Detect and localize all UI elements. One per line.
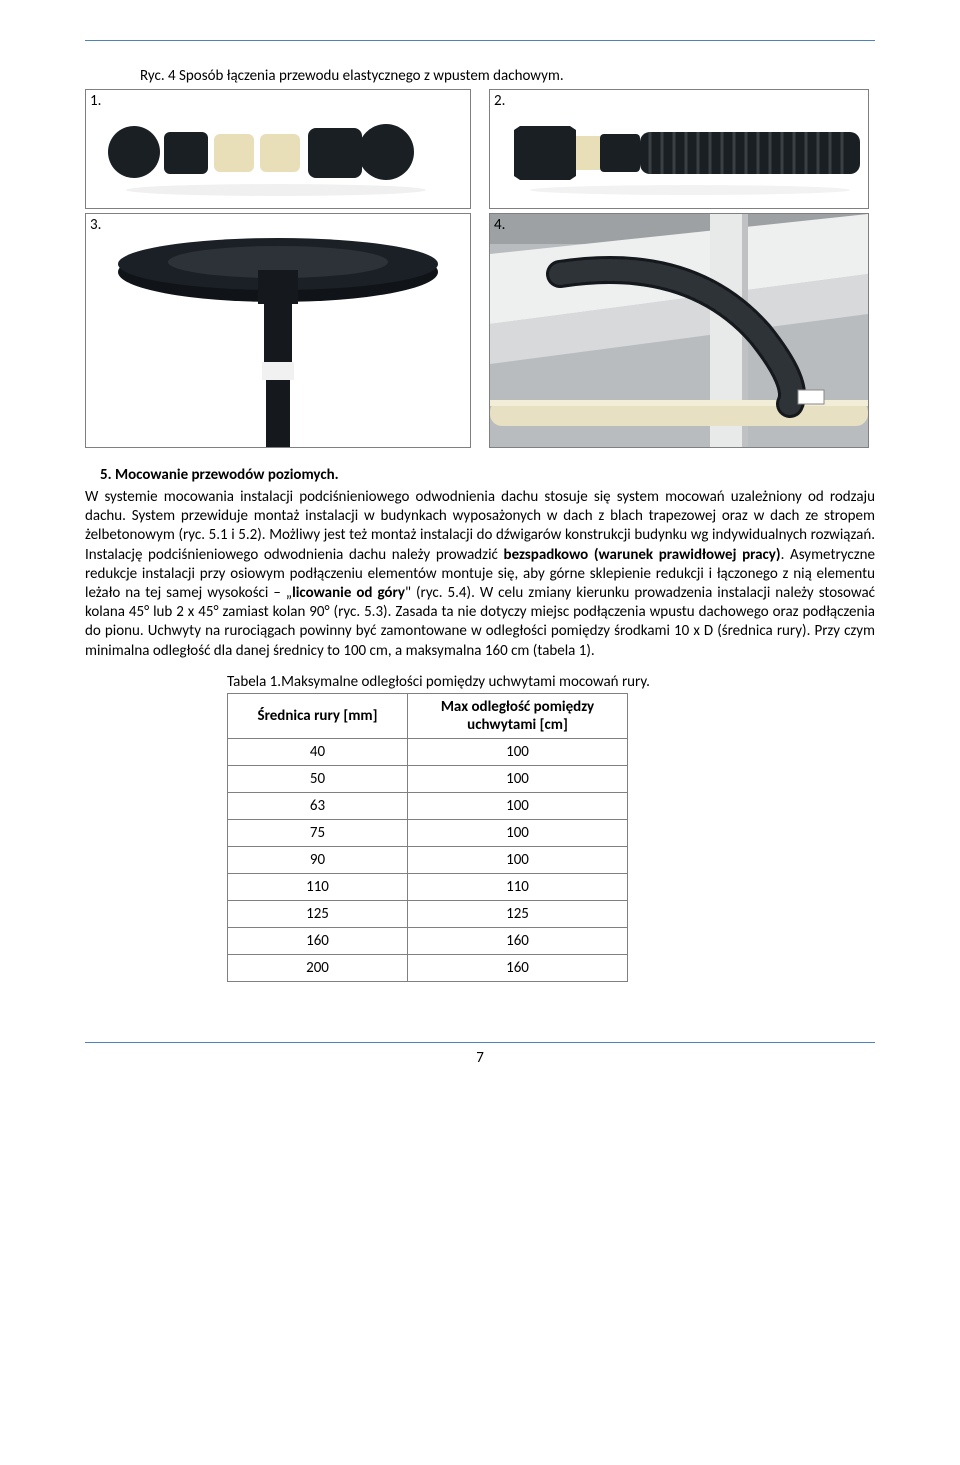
panel-number: 3.	[90, 216, 101, 234]
figure-row-2: 3. 4.	[85, 213, 875, 448]
figure-panel-3: 3.	[85, 213, 471, 448]
table-cell: 100	[408, 765, 628, 792]
top-rule	[85, 40, 875, 41]
table-header: Średnica rury [mm]	[228, 693, 408, 738]
figure-panel-2: 2.	[489, 89, 869, 209]
table-cell: 63	[228, 792, 408, 819]
footer-rule	[85, 1042, 875, 1043]
table-cell: 100	[408, 819, 628, 846]
table-row: 90100	[228, 846, 628, 873]
table-cell: 75	[228, 819, 408, 846]
section-heading: 5. Mocowanie przewodów poziomych.	[85, 466, 875, 484]
panel-number: 1.	[90, 92, 101, 110]
table-row: 75100	[228, 819, 628, 846]
figure-row-1: 1. 2.	[85, 89, 875, 209]
figure-panel-4: 4.	[489, 213, 869, 448]
body-paragraph: W systemie mocowania instalacji podciśni…	[85, 488, 875, 661]
roof-drain-funnel-icon	[86, 214, 470, 447]
fittings-exploded-icon	[86, 90, 470, 208]
table-cell: 125	[408, 900, 628, 927]
figure-panel-1: 1.	[85, 89, 471, 209]
table-row: 125125	[228, 900, 628, 927]
panel-number: 2.	[494, 92, 505, 110]
table-cell: 90	[228, 846, 408, 873]
figure-caption: Ryc. 4 Sposób łączenia przewodu elastycz…	[85, 67, 875, 85]
table-cell: 125	[228, 900, 408, 927]
table-cell: 50	[228, 765, 408, 792]
table-cell: 40	[228, 738, 408, 765]
table-row: 40100	[228, 738, 628, 765]
table-caption: Tabela 1.Maksymalne odległości pomiędzy …	[85, 673, 875, 691]
page-footer: 7	[85, 1042, 875, 1067]
table-cell: 160	[408, 927, 628, 954]
table-header-text: Max odległość pomiędzyuchwytami [cm]	[441, 698, 594, 734]
panel-number: 4.	[494, 216, 505, 234]
table-row: 63100	[228, 792, 628, 819]
table-row: 50100	[228, 765, 628, 792]
flex-hose-assembled-icon	[490, 90, 868, 208]
table-row: 200160	[228, 954, 628, 981]
page-number: 7	[85, 1049, 875, 1067]
installed-hose-photo-icon	[490, 214, 868, 447]
table-cell: 100	[408, 846, 628, 873]
table-row: 110110	[228, 873, 628, 900]
table-cell: 160	[408, 954, 628, 981]
table-cell: 110	[228, 873, 408, 900]
table-cell: 200	[228, 954, 408, 981]
spacing-table: Średnica rury [mm] Max odległość pomiędz…	[227, 693, 628, 982]
table-cell: 160	[228, 927, 408, 954]
table-cell: 100	[408, 738, 628, 765]
table-row: 160160	[228, 927, 628, 954]
table-header: Max odległość pomiędzyuchwytami [cm]	[408, 693, 628, 738]
table-cell: 110	[408, 873, 628, 900]
table-cell: 100	[408, 792, 628, 819]
